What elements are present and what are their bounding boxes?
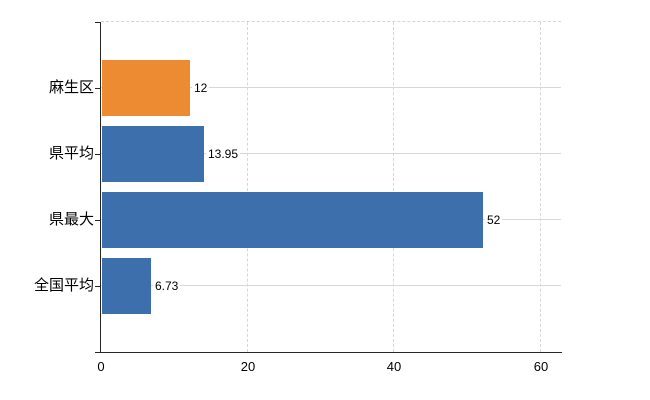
- bar: [102, 126, 204, 182]
- category-label: 県平均: [48, 145, 94, 162]
- plot-area: 12 13.95 52 6.73: [101, 22, 561, 352]
- vertical-gridline: [540, 22, 541, 352]
- y-axis-tick: [95, 286, 100, 287]
- y-axis-tick: [95, 154, 100, 155]
- bar-value-label: 13.95: [206, 146, 241, 162]
- category-label: 県最大: [48, 211, 94, 228]
- bar: [102, 258, 151, 314]
- horizontal-gridline: [101, 87, 561, 88]
- y-axis-tick: [95, 88, 100, 89]
- category-label: 麻生区: [48, 79, 94, 96]
- bar-value-label: 12: [192, 80, 210, 96]
- horizontal-gridline: [101, 285, 561, 286]
- x-tick-label: 0: [97, 359, 105, 374]
- bar-value-label: 6.73: [153, 278, 181, 294]
- x-tick-label: 40: [386, 359, 402, 374]
- bar: [102, 60, 190, 116]
- bar-value-label: 52: [485, 212, 503, 228]
- vertical-gridline: [247, 22, 248, 352]
- vertical-gridline: [393, 22, 394, 352]
- category-label: 全国平均: [33, 277, 94, 294]
- y-axis-tick: [95, 22, 100, 23]
- y-axis-line: [100, 22, 101, 353]
- x-tick-label: 20: [240, 359, 256, 374]
- x-axis-line: [95, 352, 562, 353]
- x-tick-label: 60: [533, 359, 549, 374]
- plot-top-border: [101, 21, 561, 22]
- bar: [102, 192, 483, 248]
- horizontal-gridline: [101, 153, 561, 154]
- y-axis-tick: [95, 220, 100, 221]
